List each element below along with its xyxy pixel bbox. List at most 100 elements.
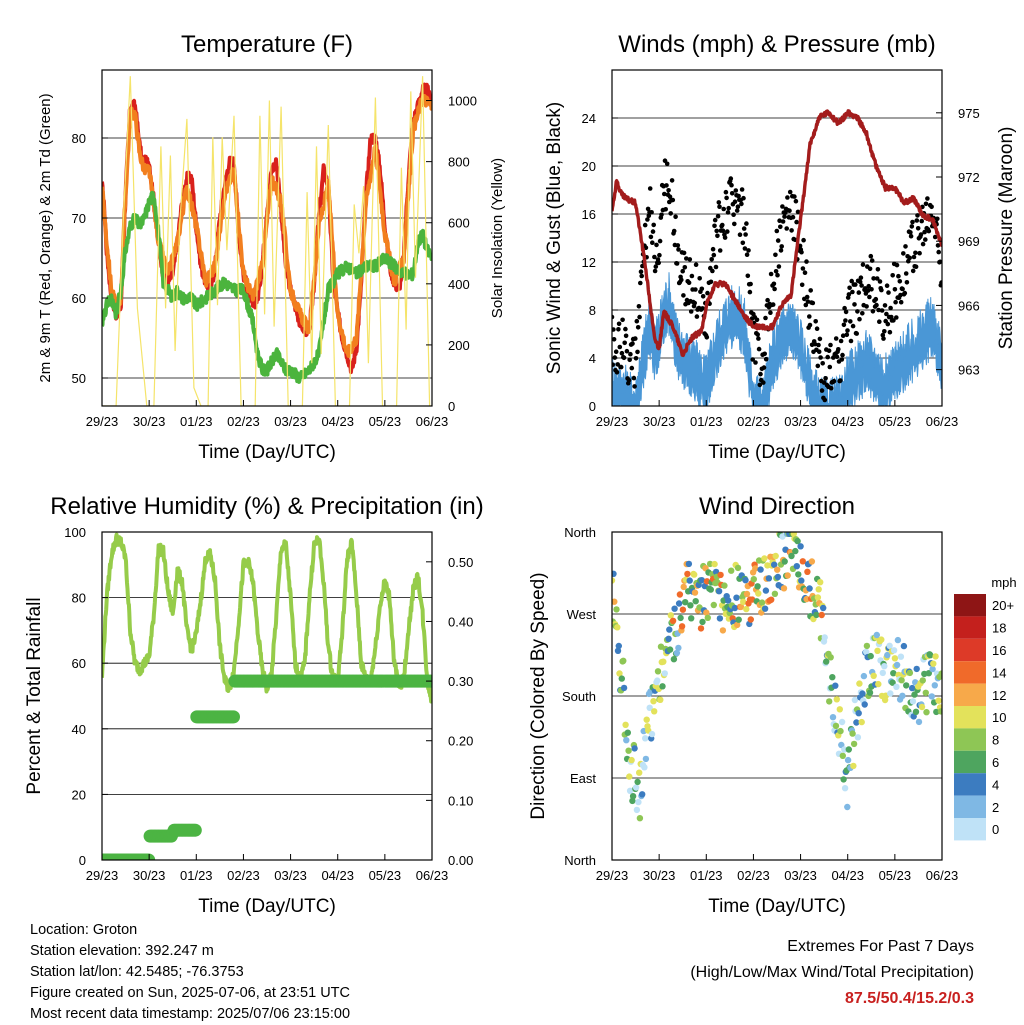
p3-ytick-label: 20	[72, 787, 86, 802]
p2-gust-point	[623, 333, 629, 339]
p2-gust-point	[840, 333, 846, 339]
extremes-box: Extremes For Past 7 Days (High/Low/Max W…	[690, 934, 974, 1012]
p4-series-dir	[612, 532, 942, 822]
p4-direction-point	[884, 651, 891, 659]
p2-gust-point	[908, 233, 914, 239]
p2-gust-point	[874, 302, 879, 308]
p2-gust-point	[722, 235, 728, 240]
p2-gust-point	[833, 336, 839, 341]
p4-xtick-label: 01/23	[690, 868, 723, 883]
p2-gust-point	[864, 304, 869, 309]
p2-gust-point	[904, 280, 910, 285]
p4-direction-point	[890, 670, 897, 677]
p4-direction-point	[734, 621, 741, 629]
p4-direction-point	[636, 815, 644, 822]
p2-gust-point	[612, 327, 616, 332]
p2-gust-point	[747, 289, 753, 295]
p2-title: Winds (mph) & Pressure (mb)	[618, 31, 935, 58]
p4-direction-point	[879, 669, 886, 677]
p2-gust-point	[614, 370, 620, 375]
p2-gust-point	[667, 194, 673, 199]
p2-gust-point	[807, 314, 812, 319]
p2-y2tick-label: 975	[958, 106, 980, 121]
p4-legend-label: 4	[992, 777, 999, 792]
p2-gust-point	[820, 361, 825, 366]
p4-xtick-label: 03/23	[784, 868, 817, 883]
p2-gust-point	[699, 286, 705, 292]
p4-direction-point	[626, 787, 634, 794]
p4-direction-point	[624, 729, 631, 736]
p2-gust-point	[777, 218, 782, 223]
p2-gust-point	[633, 356, 639, 361]
p2-gust-point	[676, 247, 681, 252]
p4-direction-point	[625, 747, 632, 754]
p2-y2tick-label: 972	[958, 170, 980, 185]
p2-gust-point	[647, 186, 653, 191]
p2-xtick-label: 06/23	[926, 414, 959, 429]
elevation-text: Station elevation: 392.247 m	[30, 943, 214, 959]
p2-gust-point	[636, 304, 642, 309]
p3-ylabel-left: Percent & Total Rainfall	[24, 597, 45, 794]
p2-gust-point	[771, 281, 777, 287]
p4-direction-point	[657, 696, 664, 703]
p4-direction-point	[799, 558, 806, 565]
p2-gust-point	[638, 269, 644, 275]
p2-gust-point	[887, 329, 893, 335]
p2-ylabel-right: Station Pressure (Maroon)	[996, 127, 1017, 350]
p2-gust-point	[889, 314, 894, 320]
p2-gust-point	[723, 189, 729, 195]
p4-direction-point	[833, 696, 840, 703]
p2-gust-point	[616, 321, 622, 327]
p2-gust-point	[741, 195, 746, 201]
p4-direction-point	[618, 675, 625, 682]
p4-direction-point	[654, 668, 662, 675]
p4-direction-point	[870, 672, 877, 679]
p2-gust-point	[666, 188, 671, 193]
p4-direction-point	[932, 653, 939, 660]
p3-y2tick-label: 0.10	[448, 793, 473, 808]
p1-y2tick-label: 0	[448, 399, 455, 414]
p2-ytick-label: 12	[582, 255, 596, 270]
p2-xtick-label: 04/23	[831, 414, 864, 429]
p2-gust-point	[856, 290, 862, 295]
p4-direction-point	[676, 591, 684, 598]
p2-gust-point	[681, 250, 687, 256]
p2-gust-point	[704, 335, 710, 340]
p4-direction-point	[691, 571, 698, 578]
p2-gust-point	[725, 229, 730, 234]
p2-gust-point	[925, 196, 930, 201]
p4-direction-point	[928, 693, 935, 700]
p2-gust-point	[663, 207, 668, 212]
p2-gust-point	[850, 289, 855, 295]
p2-gust-point	[757, 382, 763, 388]
p2-gust-point	[789, 228, 794, 233]
p4-legend-label: 16	[992, 643, 1006, 658]
p2-gust-point	[894, 315, 899, 320]
p2-gust-point	[739, 187, 745, 192]
p4-direction-point	[669, 617, 677, 624]
p2-gust-point	[884, 311, 889, 317]
p3-plot-area	[102, 532, 432, 860]
p3-y2tick-label: 0.00	[448, 853, 473, 868]
p2-gust-point	[890, 273, 895, 278]
p2-gust-point	[725, 210, 731, 215]
p2-gust-point	[635, 349, 640, 355]
p4-direction-point	[886, 642, 893, 649]
p4-direction-point	[866, 689, 874, 696]
p2-gust-point	[793, 198, 799, 204]
p4-direction-point	[923, 709, 930, 716]
p2-gust-point	[814, 326, 820, 332]
p1-plot-area	[102, 76, 432, 406]
p4-direction-point	[641, 764, 648, 771]
p2-gust-point	[823, 376, 828, 381]
p2-gust-point	[773, 252, 778, 258]
p2-gust-point	[844, 332, 850, 338]
p1-title: Temperature (F)	[181, 31, 353, 58]
p4-direction-point	[832, 682, 839, 689]
p4-direction-point	[636, 769, 643, 776]
p4-direction-point	[897, 653, 905, 660]
p2-gust-point	[843, 318, 848, 323]
p2-gust-point	[746, 248, 751, 253]
p2-gust-point	[642, 222, 648, 228]
p2-gust-point	[918, 232, 924, 237]
